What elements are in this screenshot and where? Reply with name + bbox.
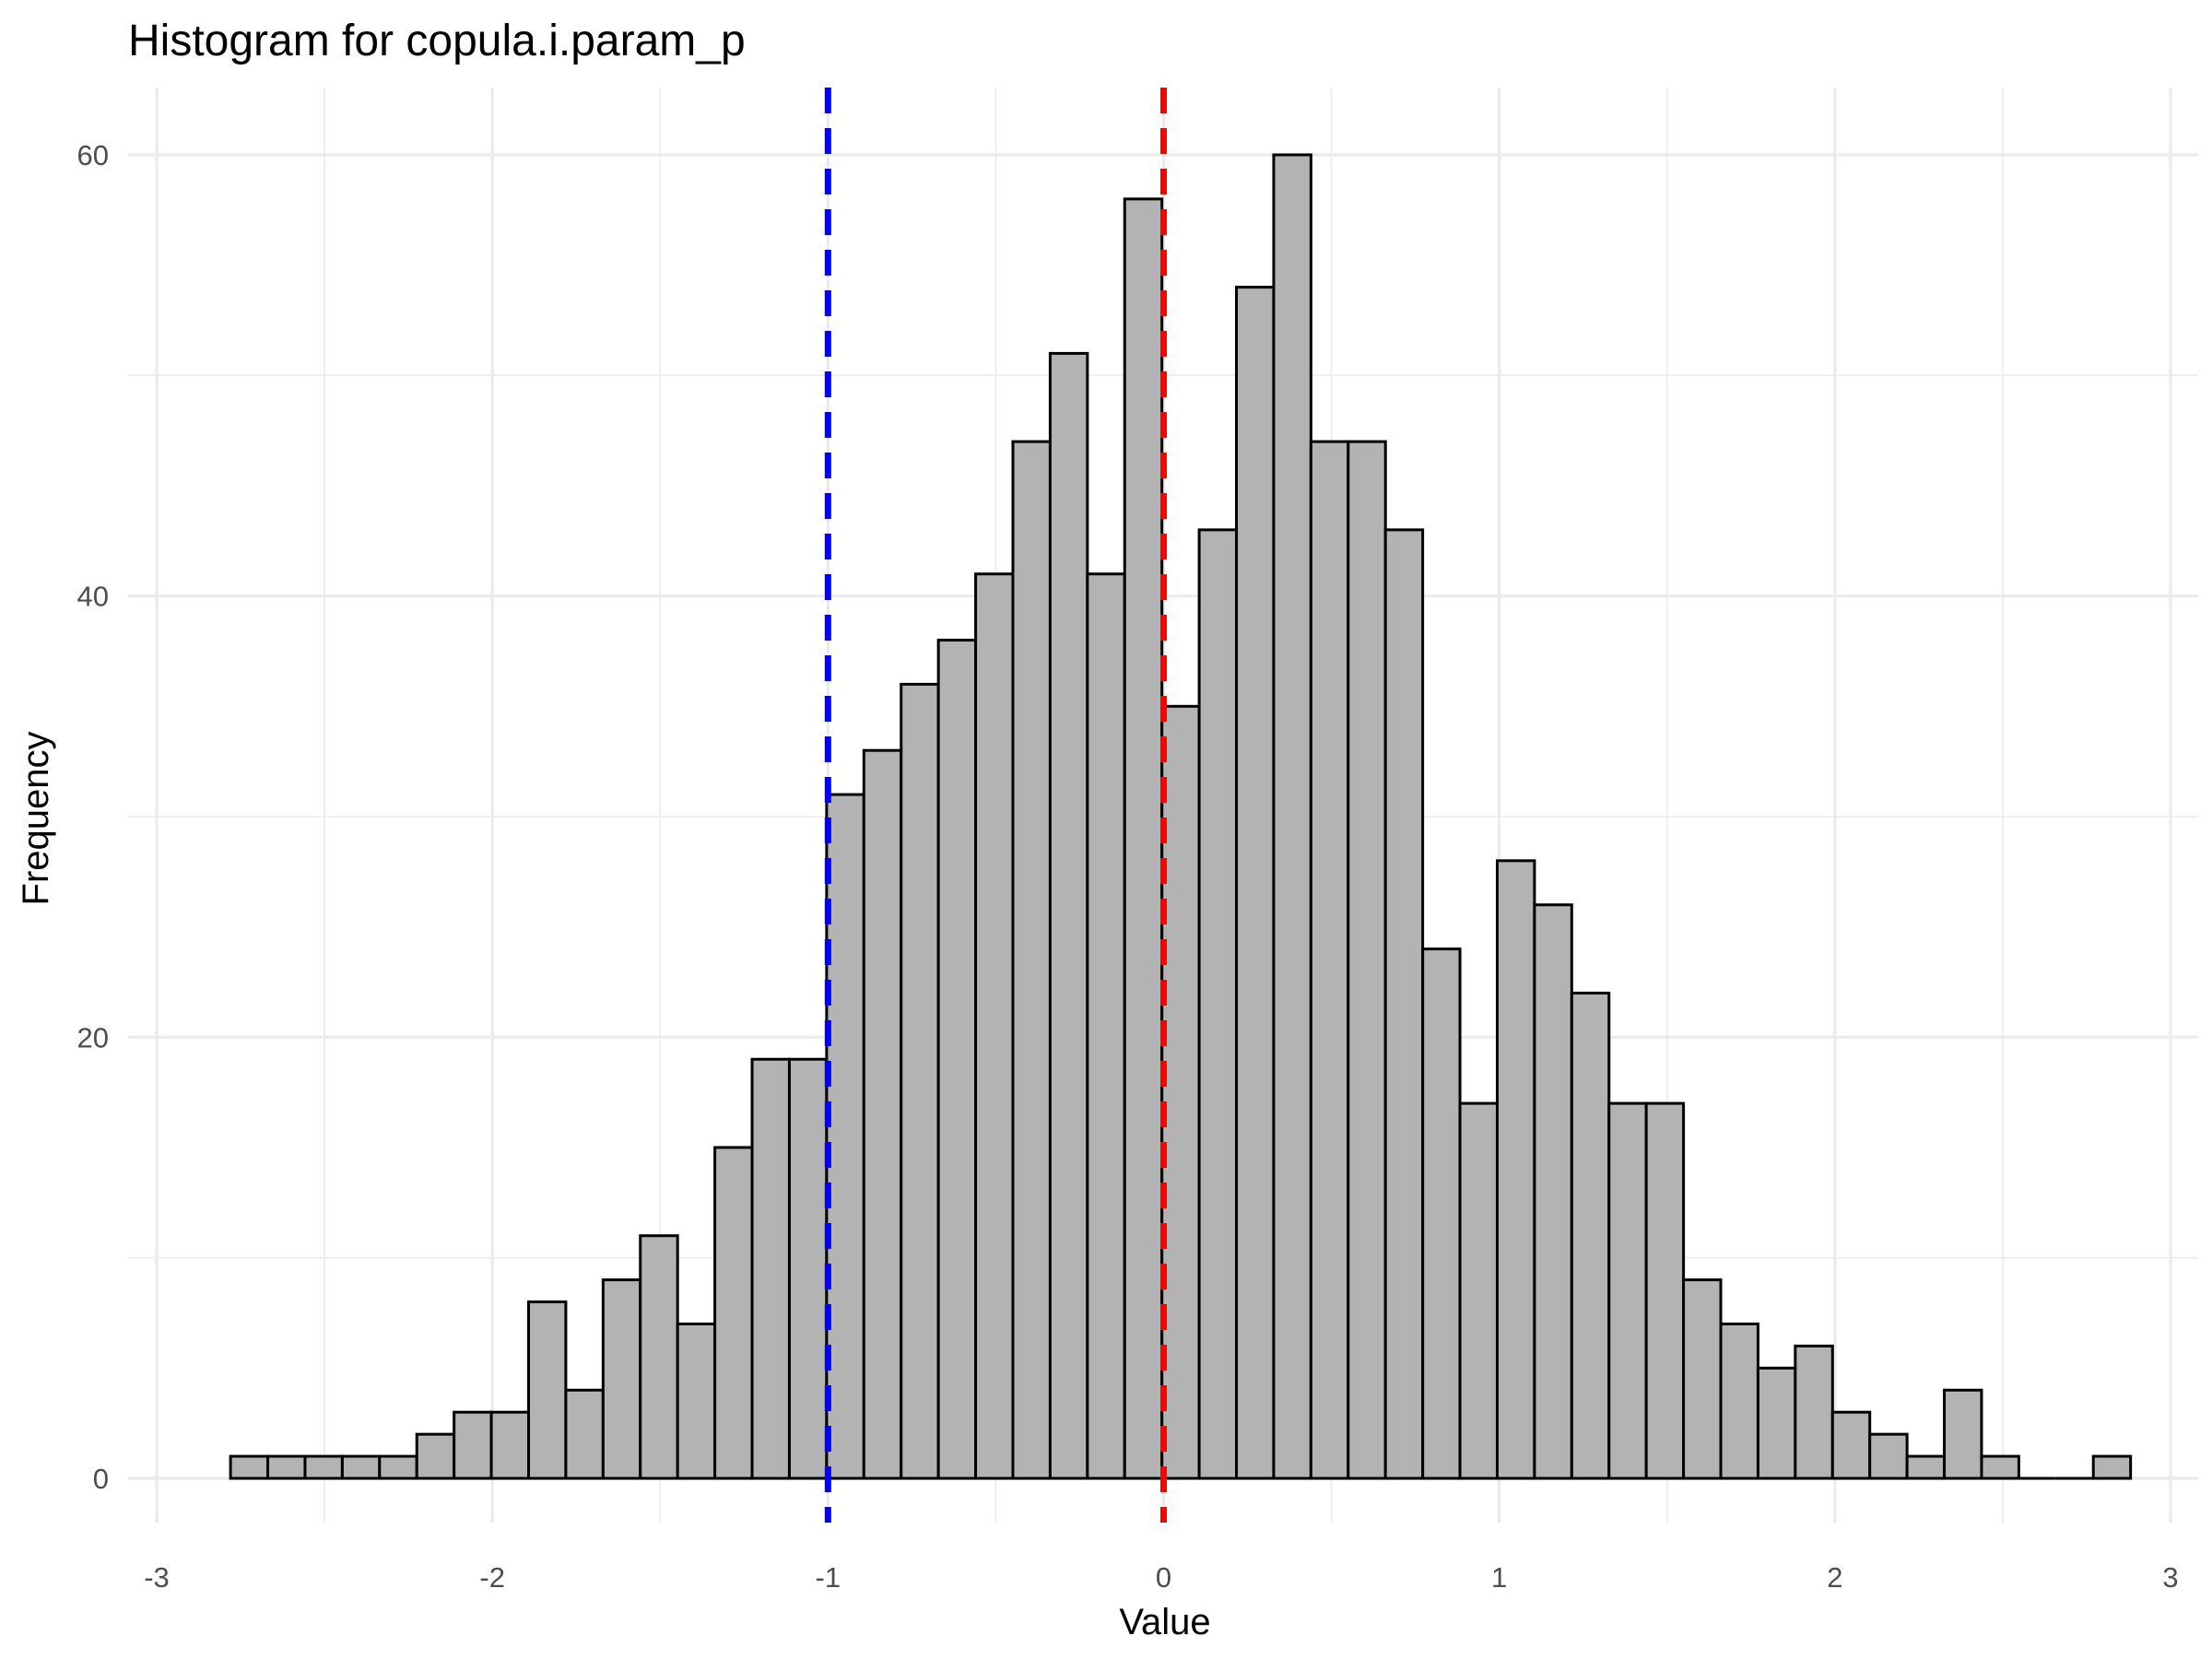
histogram-bar [1197,528,1239,1480]
histogram-bar [1830,1410,1872,1480]
x-tick-label: 3 [2162,1561,2178,1594]
histogram-bar [526,1300,568,1480]
histogram-bar [1644,1101,1686,1480]
histogram-bar [1719,1322,1759,1480]
histogram-bar [1235,286,1276,1480]
histogram-bar [1123,197,1164,1480]
histogram-bar [229,1454,270,1480]
histogram-bar [936,639,978,1480]
histogram-bar [974,572,1015,1480]
histogram-bar [1011,440,1052,1480]
y-axis-ticks: 0 20 40 60 [77,139,109,1495]
chart-title: Histogram for copula.i.param_p [128,17,746,65]
histogram-bar [1383,528,1425,1480]
histogram-bar [1943,1388,1983,1480]
histogram-bar [713,1146,754,1480]
histogram-bar [1421,947,1462,1480]
histogram-bar [303,1454,344,1480]
histogram-bar [1347,440,1387,1480]
x-tick-label: -1 [816,1561,841,1594]
x-tick-label: -3 [144,1561,170,1594]
y-tick-label: 0 [93,1463,109,1495]
histogram-bar [1756,1366,1797,1480]
histogram-bar [1533,903,1573,1480]
histogram-bar [564,1388,605,1480]
y-tick-label: 40 [77,581,109,613]
histogram-bar [1272,153,1312,1480]
histogram-bar [378,1454,418,1480]
histogram-bar [1458,1101,1499,1480]
y-axis-title: Frequency [16,732,56,906]
histogram-bar [453,1410,493,1480]
y-tick-label: 20 [77,1021,109,1053]
histogram-bar [1868,1432,1909,1480]
histogram-bar [340,1454,382,1480]
histogram-bar [2091,1454,2133,1480]
histogram-bar [1682,1278,1723,1480]
y-tick-label: 60 [77,139,109,171]
histogram-bar [489,1410,530,1480]
histogram-bar [1980,1454,2020,1480]
histogram-bar [676,1322,717,1480]
x-axis-title: Value [1119,1602,1210,1642]
histogram-bar [1794,1344,1834,1480]
histogram-bar [1607,1101,1648,1480]
histogram-bar [601,1278,642,1480]
histogram-bars [229,153,2133,1480]
x-tick-label: 1 [1491,1561,1507,1594]
reference-lines [824,88,1167,1523]
histogram-bar [750,1057,791,1480]
histogram-bar [1570,991,1611,1480]
x-tick-label: 2 [1827,1561,1842,1594]
histogram-bar [825,793,865,1480]
histogram-bar [1905,1454,1947,1480]
histogram-bar [266,1454,307,1480]
x-tick-label: -2 [479,1561,505,1594]
histogram-bar [1309,440,1350,1480]
histogram-bar [639,1234,679,1480]
histogram-bar [787,1057,829,1480]
x-tick-label: 0 [1156,1561,1171,1594]
histogram-bar [1160,704,1201,1480]
histogram-bar [900,682,940,1480]
histogram-bar [862,748,903,1480]
histogram-bar [1086,572,1126,1480]
histogram-bar [1495,859,1536,1480]
x-axis-ticks: -3 -2 -1 0 1 2 3 [144,1561,2178,1594]
histogram-bar [1048,351,1089,1480]
histogram-bar [415,1432,456,1480]
